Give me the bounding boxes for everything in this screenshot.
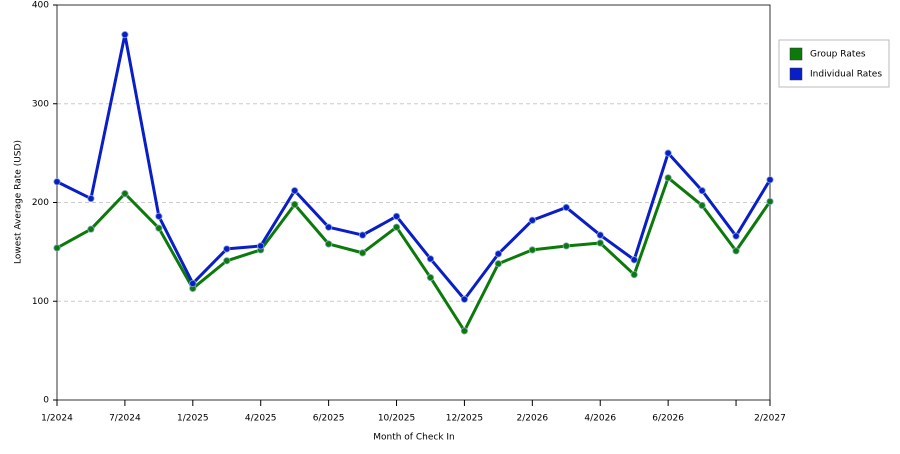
point	[528, 216, 536, 224]
point	[121, 190, 129, 198]
point	[664, 149, 672, 157]
y-axis-label: Lowest Average Rate (USD)	[14, 140, 24, 264]
point	[325, 223, 333, 231]
legend-swatch	[789, 67, 803, 81]
x-tick-label: 7/2024	[109, 414, 141, 424]
point	[291, 187, 299, 195]
point	[121, 31, 129, 39]
point	[426, 273, 435, 282]
point	[87, 225, 95, 233]
x-axis-label: Month of Check In	[373, 433, 455, 443]
point	[664, 174, 672, 182]
point	[698, 201, 706, 210]
x-tick-label: 2/2027	[754, 414, 786, 424]
point	[596, 239, 604, 247]
point	[87, 194, 95, 203]
point	[494, 250, 502, 258]
point	[223, 245, 231, 253]
point	[596, 231, 604, 239]
point	[766, 197, 774, 206]
x-tick-label: 10/2025	[378, 414, 415, 424]
point	[53, 178, 61, 186]
y-tick-label: 400	[32, 1, 49, 11]
point	[494, 260, 502, 268]
point	[698, 187, 706, 195]
point	[460, 295, 469, 303]
point	[155, 212, 163, 220]
x-tick-label: 6/2026	[652, 414, 684, 424]
y-tick-label: 100	[32, 297, 49, 307]
legend-label: Group Rates	[810, 50, 866, 60]
point	[53, 244, 61, 252]
x-tick-label: 1/2024	[41, 414, 73, 424]
point	[562, 242, 570, 250]
point	[766, 176, 774, 184]
point	[189, 279, 197, 288]
legend-swatch	[789, 47, 803, 61]
line	[56, 33, 772, 301]
point	[155, 224, 163, 232]
y-tick-label: 0	[43, 396, 49, 406]
point	[223, 257, 231, 265]
y-tick-label: 200	[32, 198, 49, 208]
point	[732, 247, 740, 255]
point	[257, 242, 265, 250]
x-tick-label: 4/2025	[245, 414, 277, 424]
point	[392, 212, 401, 220]
point	[358, 249, 367, 257]
y-tick-label: 300	[32, 99, 49, 109]
point	[528, 246, 536, 254]
point	[630, 256, 638, 264]
point	[358, 231, 367, 239]
x-tick-label: 2/2026	[516, 414, 548, 424]
x-tick-label: 6/2025	[313, 414, 345, 424]
line	[56, 176, 772, 333]
point	[460, 327, 469, 335]
point	[562, 203, 570, 212]
point	[732, 232, 740, 240]
point	[426, 255, 435, 263]
x-tick-label: 12/2025	[446, 414, 483, 424]
point	[325, 240, 333, 248]
x-tick-label: 4/2026	[584, 414, 616, 424]
point	[392, 223, 401, 231]
x-tick-label: 1/2025	[177, 414, 209, 424]
point	[630, 270, 638, 279]
legend-label: Individual Rates	[810, 70, 882, 80]
point	[291, 200, 299, 209]
